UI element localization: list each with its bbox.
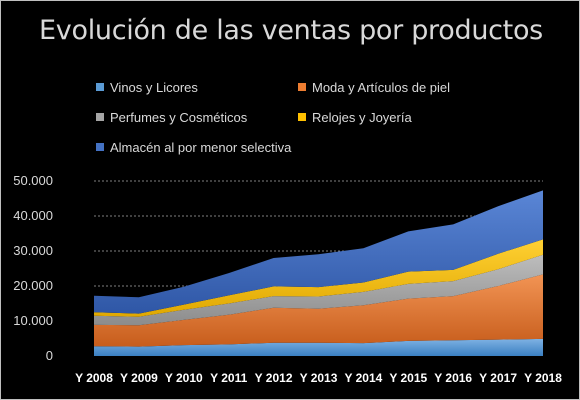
area-series-3	[94, 239, 543, 317]
legend-label: Perfumes y Cosméticos	[110, 109, 248, 125]
x-tick-label: Y 2017	[479, 371, 517, 385]
area-series-4	[94, 190, 543, 314]
x-tick-label: Y 2010	[165, 371, 203, 385]
legend-swatch	[298, 113, 306, 121]
chart-title: Evolución de las ventas por productos	[39, 15, 543, 46]
x-tick-label: Y 2009	[120, 371, 158, 385]
x-tick-label: Y 2013	[300, 371, 338, 385]
legend-item-relojes: Relojes y Joyería	[298, 109, 412, 125]
x-tick-label: Y 2018	[524, 371, 562, 385]
legend-item-moda: Moda y Artículos de piel	[298, 79, 450, 95]
legend-swatch	[96, 113, 104, 121]
y-tick-label: 0	[46, 348, 53, 363]
x-tick-label: Y 2015	[389, 371, 427, 385]
y-tick-label: 50.000	[13, 173, 53, 188]
x-tick-label: Y 2014	[344, 371, 382, 385]
y-tick-label: 30.000	[13, 243, 53, 258]
x-tick-label: Y 2012	[255, 371, 293, 385]
x-tick-label: Y 2011	[210, 371, 247, 385]
x-tick-label: Y 2008	[75, 371, 113, 385]
legend-swatch	[96, 143, 104, 151]
legend-label: Vinos y Licores	[110, 79, 198, 95]
legend-item-perfumes: Perfumes y Cosméticos	[96, 109, 247, 125]
area-series-1	[94, 274, 543, 347]
area-series-2	[94, 254, 543, 326]
legend-item-vinos: Vinos y Licores	[96, 79, 198, 95]
legend-swatch	[298, 83, 306, 91]
y-tick-label: 10.000	[13, 313, 53, 328]
x-tick-label: Y 2016	[434, 371, 472, 385]
legend-swatch	[96, 83, 104, 91]
legend-label: Moda y Artículos de piel	[312, 79, 451, 95]
y-tick-label: 20.000	[13, 278, 53, 293]
y-tick-label: 40.000	[13, 208, 53, 223]
legend-label: Almacén al por menor selectiva	[110, 139, 292, 155]
legend-item-almacen: Almacén al por menor selectiva	[96, 139, 291, 155]
legend-label: Relojes y Joyería	[312, 109, 412, 125]
area-series-0	[94, 338, 543, 356]
